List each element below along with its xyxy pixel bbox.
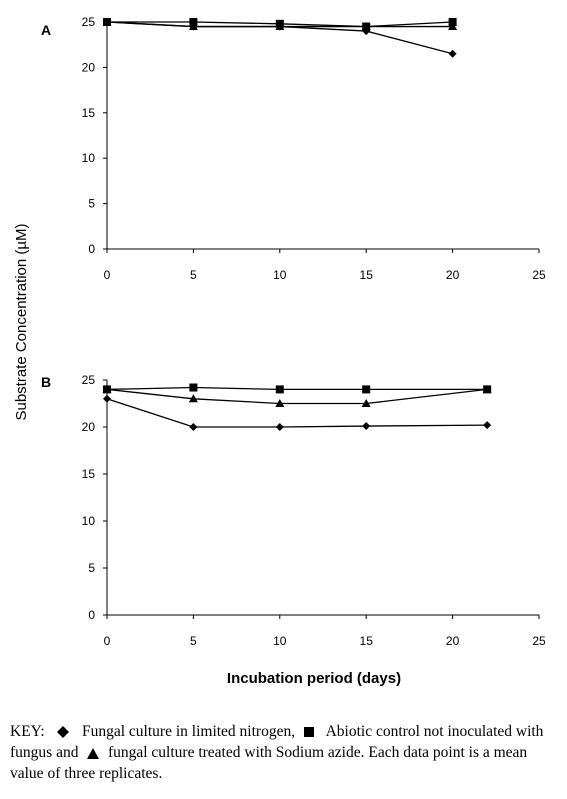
- data-point-square: [362, 385, 371, 394]
- data-point-square: [189, 383, 198, 392]
- x-tick-label: 10: [273, 268, 287, 282]
- x-tick-label: 10: [273, 634, 287, 648]
- x-tick-label: 20: [446, 634, 460, 648]
- key-item-diamond: Fungal culture in limited nitrogen,: [74, 723, 299, 740]
- y-tick-label: 25: [82, 15, 96, 29]
- data-point-diamond: [275, 423, 284, 431]
- y-tick-label: 5: [88, 197, 95, 211]
- data-point-triangle: [275, 22, 285, 31]
- y-tick-label: 15: [82, 106, 96, 120]
- data-point-square: [189, 18, 198, 26]
- series-line-square: [106, 386, 488, 391]
- x-tick-label: 15: [360, 634, 374, 648]
- y-tick-label: 20: [82, 60, 96, 74]
- data-point-triangle: [275, 399, 285, 407]
- y-tick-label: 20: [82, 420, 96, 434]
- y-tick-label: 25: [82, 373, 96, 387]
- data-point-triangle: [102, 17, 112, 26]
- y-tick-label: 0: [88, 608, 95, 622]
- panel-label: A: [41, 22, 51, 38]
- y-tick-label: 0: [88, 242, 95, 256]
- data-point-triangle: [482, 384, 492, 393]
- figure: Substrate Concentration (µM) Incubation …: [13, 15, 546, 687]
- x-tick-label: 5: [190, 634, 197, 648]
- data-point-triangle: [188, 22, 198, 31]
- x-tick-label: 0: [104, 634, 111, 648]
- data-point-diamond: [362, 422, 371, 431]
- y-tick-label: 10: [82, 514, 96, 528]
- y-tick-label: 10: [82, 151, 96, 165]
- chart-panel-b: 0 5 10 15 20 25 0 5 10 15 20 25 B: [41, 373, 546, 648]
- x-tick-label: 5: [190, 268, 197, 282]
- chart-panel-a: 0 5 10 15 20 25 0 5 10 15 20 25 A: [41, 15, 546, 282]
- data-point-triangle: [188, 394, 198, 403]
- data-point-triangle: [102, 384, 112, 393]
- key-item-triangle: fungal culture treated with Sodium azide…: [10, 744, 532, 782]
- x-tick-label: 20: [446, 268, 460, 282]
- diamond-marker-icon: [57, 726, 70, 739]
- x-tick-label: 0: [104, 268, 111, 282]
- data-point-triangle: [361, 22, 371, 31]
- x-tick-label: 25: [532, 268, 546, 282]
- y-tick-label: 15: [82, 467, 96, 481]
- y-axis-label: Substrate Concentration (µM): [13, 223, 30, 420]
- data-point-diamond: [103, 394, 111, 403]
- x-tick-label: 15: [360, 268, 374, 282]
- series-line-triangle: [106, 388, 488, 405]
- key-lead: KEY:: [10, 723, 53, 740]
- data-point-triangle: [448, 22, 458, 31]
- data-point-square: [448, 18, 457, 26]
- x-axis-label: Incubation period (days): [227, 670, 401, 687]
- square-marker-icon: [303, 727, 314, 738]
- data-point-square: [275, 385, 284, 394]
- data-point-diamond: [483, 421, 492, 430]
- figure-key: KEY: Fungal culture in limited nitrogen,…: [10, 721, 562, 784]
- panel-label: B: [41, 374, 51, 390]
- data-point-diamond: [448, 49, 457, 58]
- triangle-marker-icon: [87, 747, 100, 759]
- data-point-diamond: [189, 423, 198, 431]
- key-item-square: Abiotic control not inoculated with fung…: [10, 723, 548, 761]
- y-tick-label: 5: [88, 561, 95, 575]
- x-tick-label: 25: [532, 634, 546, 648]
- data-point-triangle: [361, 399, 371, 407]
